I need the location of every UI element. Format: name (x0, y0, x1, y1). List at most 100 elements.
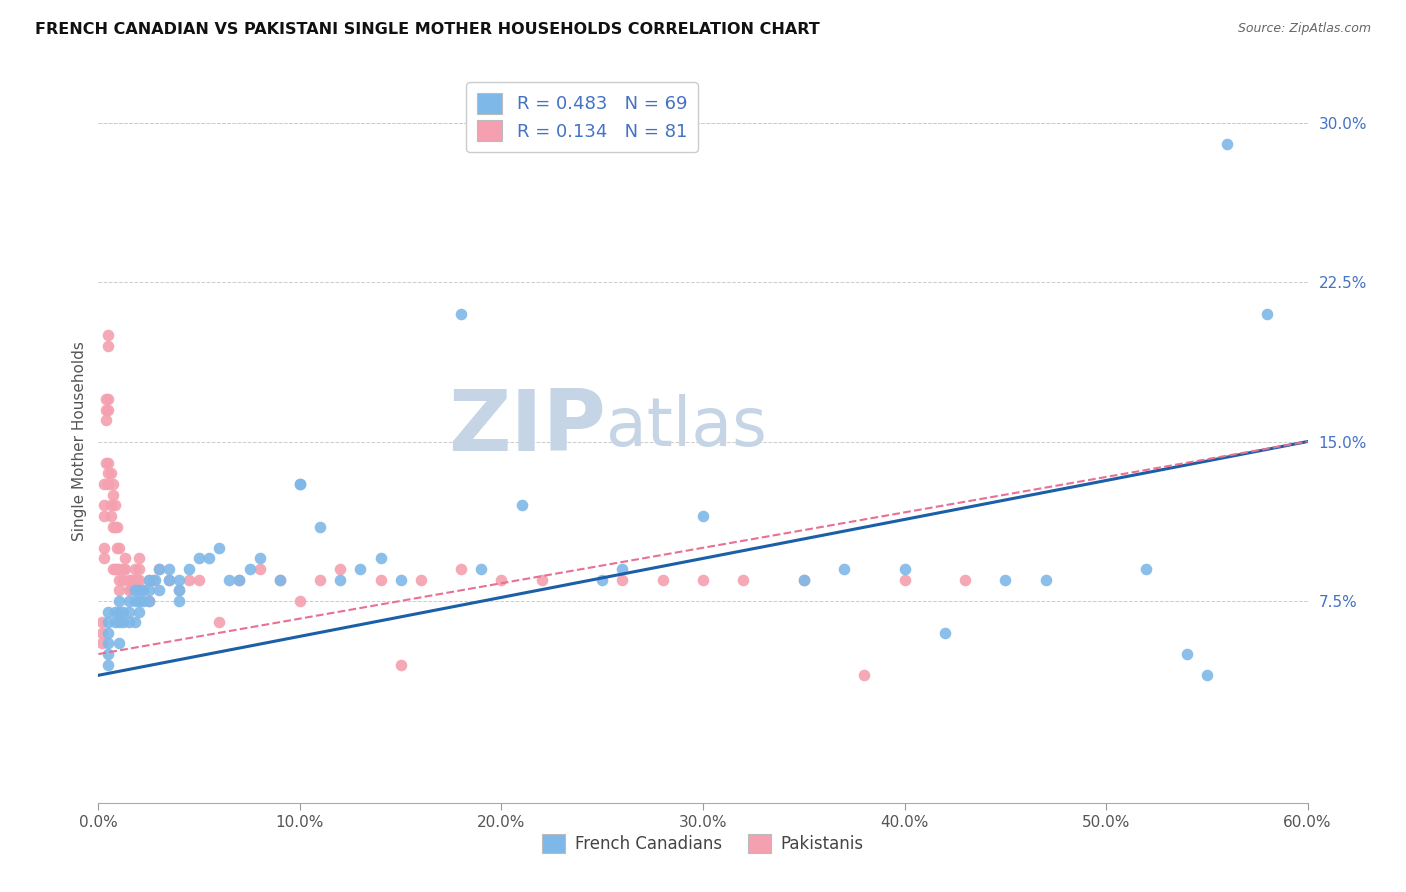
Point (103, 615, 125, 630)
Point (1256, 307, 1278, 321)
Text: ZIP: ZIP (449, 385, 606, 468)
Point (148, 583, 170, 598)
Point (853, 668, 876, 682)
Point (101, 477, 124, 491)
Point (91, 615, 114, 630)
Point (167, 583, 190, 598)
Point (107, 541, 129, 555)
Point (111, 573, 134, 587)
Point (167, 594, 190, 608)
Point (1216, 136, 1239, 151)
Text: FRENCH CANADIAN VS PAKISTANI SINGLE MOTHER HOUSEHOLDS CORRELATION CHART: FRENCH CANADIAN VS PAKISTANI SINGLE MOTH… (35, 22, 820, 37)
Point (107, 605, 129, 619)
Point (450, 307, 472, 321)
Point (93, 498, 115, 512)
Point (118, 605, 141, 619)
Point (107, 594, 129, 608)
Point (138, 594, 160, 608)
Point (97, 605, 120, 619)
Point (142, 573, 165, 587)
Point (188, 551, 211, 566)
Point (128, 583, 150, 598)
Point (288, 594, 311, 608)
Point (128, 594, 150, 608)
Point (288, 477, 311, 491)
Point (105, 541, 128, 555)
Point (121, 573, 143, 587)
Point (389, 573, 412, 587)
Point (188, 573, 211, 587)
Point (132, 594, 155, 608)
Point (157, 573, 180, 587)
Point (97, 625, 120, 640)
Point (167, 583, 190, 598)
Point (218, 573, 240, 587)
Point (132, 583, 155, 598)
Point (208, 541, 231, 555)
Point (239, 562, 262, 576)
Point (128, 551, 150, 566)
Point (249, 562, 271, 576)
Point (179, 562, 201, 576)
Point (934, 625, 956, 640)
Point (143, 573, 166, 587)
Point (128, 573, 150, 587)
Point (370, 573, 392, 587)
Point (97, 456, 120, 470)
Point (994, 573, 1017, 587)
Point (612, 573, 634, 587)
Point (93, 541, 115, 555)
Point (97, 467, 120, 481)
Point (148, 562, 170, 576)
Point (118, 594, 141, 608)
Point (101, 488, 124, 502)
Point (138, 573, 160, 587)
Point (97, 339, 120, 353)
Point (1175, 647, 1198, 661)
Point (107, 615, 129, 630)
Point (97, 402, 120, 417)
Point (612, 562, 634, 576)
Point (91, 625, 114, 640)
Point (101, 519, 124, 533)
Point (107, 636, 129, 650)
Point (832, 562, 855, 576)
Point (120, 583, 142, 598)
Point (124, 594, 146, 608)
Point (893, 562, 915, 576)
Point (132, 583, 155, 598)
Point (103, 562, 125, 576)
Point (101, 562, 124, 576)
Text: Source: ZipAtlas.com: Source: ZipAtlas.com (1237, 22, 1371, 36)
Point (138, 583, 160, 598)
Point (97, 477, 120, 491)
Point (103, 498, 125, 512)
Point (329, 573, 352, 587)
Point (100, 508, 122, 523)
Point (93, 551, 115, 566)
Point (107, 562, 129, 576)
Point (208, 615, 231, 630)
Point (97, 328, 120, 343)
Point (125, 573, 148, 587)
Point (128, 562, 150, 576)
Point (269, 573, 291, 587)
Y-axis label: Single Mother Households: Single Mother Households (72, 342, 87, 541)
Point (288, 477, 311, 491)
Point (450, 562, 472, 576)
Point (96, 413, 118, 427)
Point (100, 498, 122, 512)
Point (97, 392, 120, 406)
Point (157, 562, 180, 576)
Point (107, 573, 129, 587)
Point (111, 562, 134, 576)
Point (157, 573, 180, 587)
Point (118, 573, 141, 587)
Point (138, 594, 160, 608)
Point (111, 615, 134, 630)
Point (329, 562, 352, 576)
Point (470, 562, 492, 576)
Point (96, 456, 118, 470)
Point (793, 573, 815, 587)
Point (349, 562, 371, 576)
